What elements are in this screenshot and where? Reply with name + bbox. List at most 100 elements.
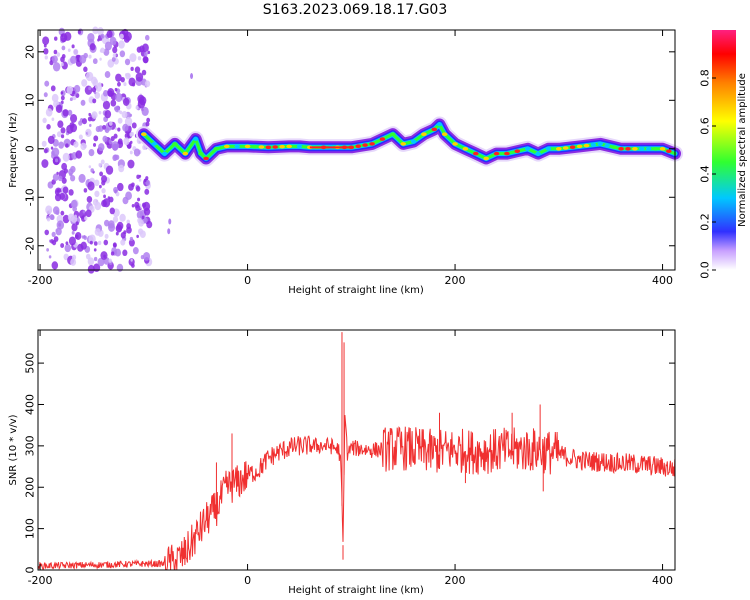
noise-blob [71, 44, 75, 49]
noise-blob [97, 82, 102, 87]
colorbar-tick-label: 0.4 [699, 165, 712, 183]
noise-blob [125, 191, 132, 200]
noise-blob [51, 117, 55, 121]
noise-blob [94, 228, 101, 236]
noise-blob [68, 189, 74, 196]
noise-blob [131, 204, 135, 208]
noise-blob [75, 221, 79, 226]
noise-blob [41, 140, 47, 147]
noise-blob [104, 70, 111, 78]
noise-blob [92, 98, 97, 104]
noise-blob [61, 45, 66, 51]
noise-blob [129, 236, 134, 242]
noise-blob [68, 236, 76, 246]
ridge-peak [234, 144, 240, 149]
noise-blob [75, 231, 82, 240]
noise-blob [102, 135, 108, 143]
noise-blob [83, 188, 88, 193]
noise-blob [65, 143, 69, 148]
noise-blob [59, 192, 66, 200]
noise-blob [89, 240, 93, 245]
spectrogram-panel: -200 0 200 400 -20 -10 0 10 20 Height of straig… [8, 26, 683, 296]
noise-blob [54, 193, 62, 202]
ridge-peak [556, 147, 562, 151]
noise-blob [138, 96, 147, 106]
noise-blob [144, 80, 151, 88]
noise-blob [60, 91, 64, 95]
ridge-peak [213, 147, 220, 151]
noise-blob [115, 92, 123, 102]
noise-blob [138, 228, 144, 235]
snr-y-tick-label: 0 [24, 567, 37, 574]
noise-blob [131, 122, 137, 129]
noise-blob [44, 229, 49, 236]
noise-blob [134, 201, 140, 209]
noise-blob [46, 248, 50, 252]
snr-y-tick-label: 100 [24, 518, 37, 539]
noise-blob [102, 100, 111, 110]
noise-blob [137, 197, 141, 202]
ridge-peak [355, 144, 362, 148]
noise-blob [100, 33, 105, 39]
ridge-peak [400, 142, 407, 146]
noise-blob [83, 235, 87, 240]
noise-blob [94, 201, 102, 211]
noise-blob [58, 141, 65, 149]
noise-blob [52, 62, 61, 72]
snr-y-tick-label: 200 [24, 477, 37, 498]
noise-blob [98, 110, 102, 115]
noise-blob [107, 88, 115, 97]
noise-blob [70, 174, 76, 182]
noise-blob [57, 189, 60, 193]
noise-blob [99, 57, 102, 61]
noise-blob [88, 165, 92, 169]
noise-blob [57, 120, 64, 128]
noise-blob [60, 134, 65, 139]
noise-blob [72, 90, 76, 95]
noise-blob [116, 221, 124, 230]
noise-blob [93, 248, 97, 252]
noise-blob [113, 243, 117, 248]
colorbar-tick-label: 0.2 [699, 213, 712, 231]
noise-blob [106, 30, 113, 38]
noise-blob [87, 130, 91, 135]
noise-blob [80, 142, 87, 151]
snr-x-axis: -200 0 200 400 [28, 330, 673, 587]
noise-blob [115, 73, 122, 82]
ridge-peak [611, 145, 617, 149]
noise-blob [88, 148, 95, 157]
noise-blob [75, 150, 83, 159]
noise-region [41, 26, 153, 274]
noise-blob [92, 58, 98, 65]
noise-blob [43, 48, 49, 55]
colorbar: 0.0 0.2 0.4 0.6 0.8 Normalized spectral ampl… [699, 30, 748, 279]
noise-blob [116, 263, 124, 272]
noise-blob [54, 36, 58, 41]
noise-blob [146, 220, 153, 229]
noise-blob [128, 77, 136, 87]
noise-blob [60, 127, 66, 134]
noise-blob [51, 93, 59, 103]
spectrogram-x-tick-label: 200 [445, 274, 466, 287]
noise-blob [58, 175, 63, 182]
noise-blob [55, 104, 63, 114]
ridge-peak [652, 147, 659, 151]
noise-blob [88, 86, 92, 91]
noise-blob [90, 168, 94, 173]
ridge-peak [452, 142, 458, 146]
ridge-peak [524, 147, 531, 151]
noise-blob [67, 48, 71, 52]
noise-blob [97, 27, 104, 36]
noise-blob [98, 162, 102, 167]
ridge-peak [462, 147, 469, 151]
ridge-peak [535, 151, 541, 156]
ridge-peak [251, 144, 258, 149]
ridge-peak [258, 145, 265, 149]
noise-blob [48, 208, 53, 213]
spectrogram-x-tick-label: 400 [652, 274, 673, 287]
noise-blob [134, 66, 141, 74]
noise-blob [123, 82, 127, 87]
noise-blob [70, 199, 78, 209]
noise-blob [42, 117, 47, 124]
